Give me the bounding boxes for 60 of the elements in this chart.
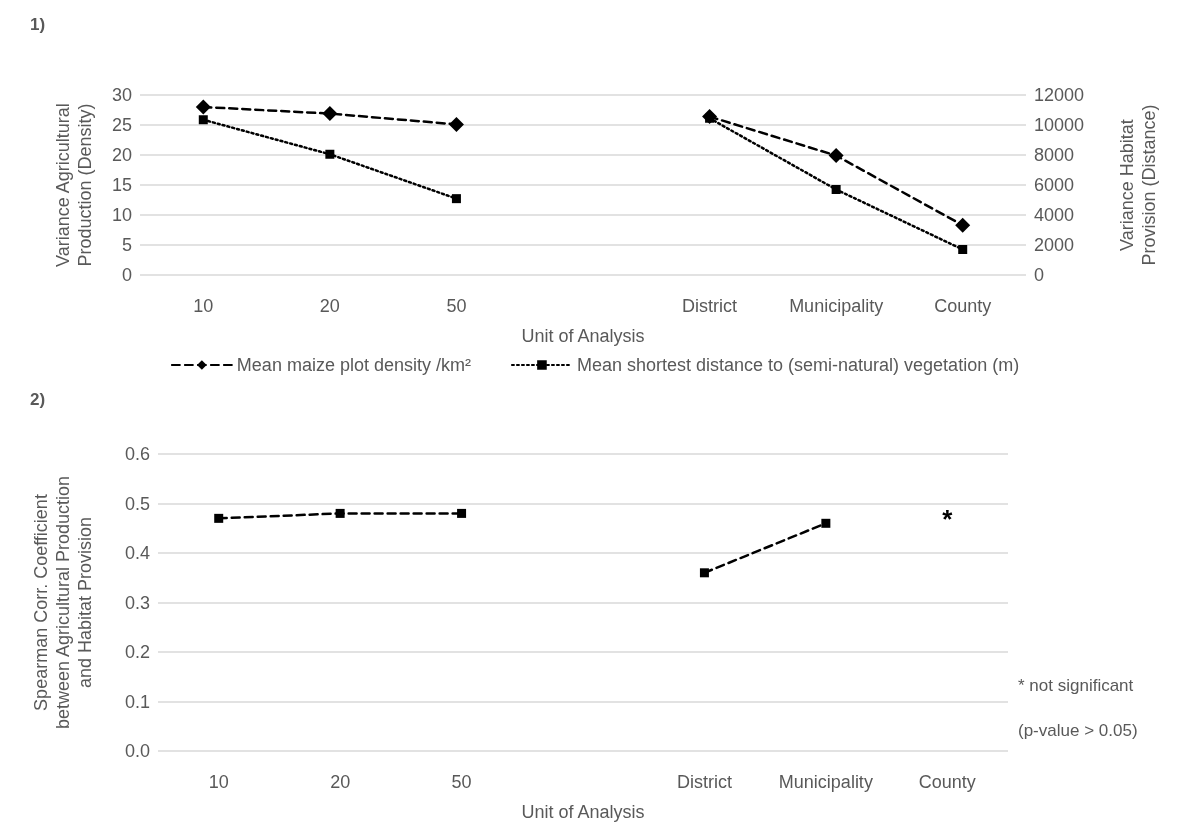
point: [198, 115, 208, 125]
y-tick-label: 10: [111, 205, 132, 225]
y-tick-label: 25: [111, 115, 132, 135]
x-tick-label: 20: [330, 772, 351, 792]
x-tick-label: Municipality: [789, 296, 884, 316]
annotation: *: [942, 504, 954, 535]
y-axis-title: Spearman Corr. Coefficient between Agricultural Production and Habitat Provision: [31, 475, 95, 730]
x-axis-title: Unit of Analysis: [521, 802, 645, 822]
text: (p-value > 0.05): [1018, 720, 1138, 740]
y-tick-label: 30: [111, 85, 132, 105]
point: [214, 513, 224, 523]
point: [958, 245, 968, 254]
y2-tick-label: 8000: [1034, 145, 1075, 165]
y-tick-label: 0.5: [124, 493, 150, 514]
point: [828, 148, 844, 164]
y-tick-label: 0.2: [124, 642, 150, 662]
y-axis-title: Variance Agricultural Production (Density): [53, 103, 95, 267]
x-tick-label: Municipality: [778, 772, 873, 792]
point: [821, 518, 831, 528]
x-tick-label: District: [682, 296, 738, 316]
point: [325, 149, 335, 159]
x-tick-label: 10: [208, 772, 229, 792]
y2-axis-title: Variance Habitat Provision (Distance): [1117, 104, 1159, 266]
y-tick-label: 20: [111, 145, 132, 165]
x-axis-title: Unit of Analysis: [521, 326, 645, 346]
y2-tick-label: 2000: [1034, 235, 1075, 255]
y-tick-label: 0.4: [124, 543, 150, 563]
y-tick-label: 0.1: [124, 691, 150, 712]
text: * not significant: [1018, 676, 1134, 696]
x-tick-label: 20: [319, 296, 340, 316]
x-tick-label: District: [676, 772, 732, 792]
point: [831, 185, 841, 194]
point: [955, 217, 971, 233]
y2-tick-label: 6000: [1034, 175, 1075, 195]
y2-tick-label: 12000: [1034, 85, 1085, 105]
y-tick-label: 0.3: [124, 592, 150, 613]
y-tick-label: 0: [121, 265, 132, 285]
x-tick-label: County: [918, 772, 976, 792]
text: 2): [30, 390, 46, 409]
point: [322, 106, 338, 122]
point: [457, 508, 467, 518]
point: [448, 116, 464, 132]
y2-tick-label: 10000: [1034, 115, 1085, 135]
point: [195, 99, 211, 115]
y-tick-label: 5: [121, 235, 132, 255]
point: [335, 508, 345, 518]
x-tick-label: 10: [193, 296, 214, 316]
y-tick-label: 15: [111, 175, 132, 195]
point: [451, 194, 461, 204]
x-tick-label: County: [934, 296, 992, 316]
legend-label: Mean maize plot density /km²: [236, 355, 471, 375]
y2-tick-label: 4000: [1034, 205, 1075, 225]
x-tick-label: 50: [451, 772, 472, 792]
y-tick-label: 0.6: [124, 444, 150, 464]
y-tick-label: 0.0: [124, 741, 150, 761]
x-tick-label: 50: [446, 296, 467, 316]
point: [699, 568, 709, 578]
y2-tick-label: 0: [1034, 265, 1045, 285]
legend-label: Mean shortest distance to (semi-natural) vegetation (m): [576, 355, 1020, 375]
text: 1): [30, 15, 46, 34]
